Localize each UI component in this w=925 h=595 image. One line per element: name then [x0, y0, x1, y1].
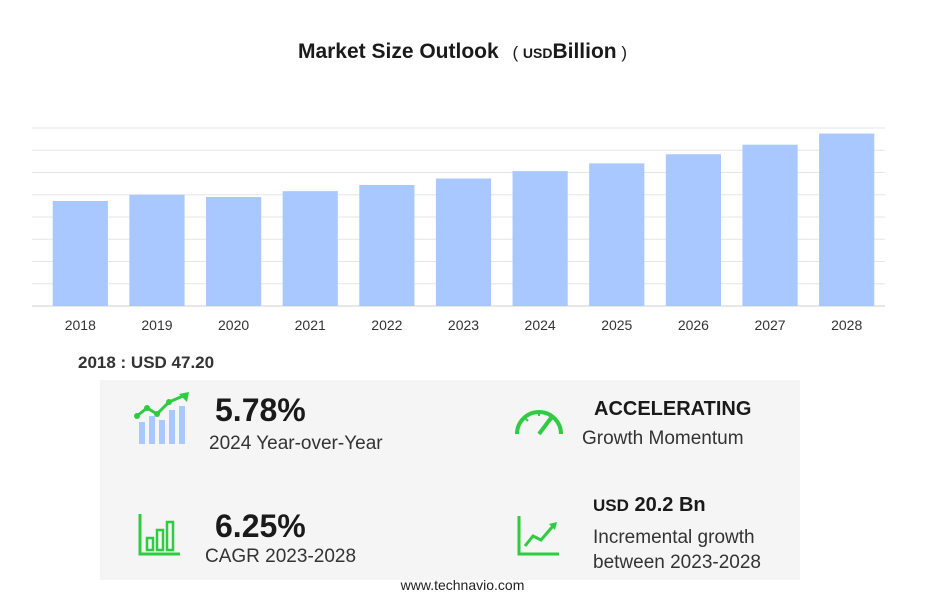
- x-tick-label: 2023: [448, 317, 479, 333]
- bar-2021: [282, 191, 338, 306]
- chart-unit-prefix: USD: [522, 45, 553, 61]
- x-tick-label: 2024: [525, 317, 556, 333]
- trend-line-icon: [517, 516, 559, 556]
- incremental-caption-1: Incremental growth: [593, 527, 755, 548]
- x-tick-label: 2027: [754, 317, 785, 333]
- incremental-amount: 20.2 Bn: [634, 494, 706, 516]
- chart-title: Market Size Outlook ( USDBillion ): [0, 40, 925, 64]
- bar-2020: [206, 196, 262, 306]
- bar-2022: [359, 184, 415, 306]
- x-tick-label: 2021: [295, 317, 326, 333]
- momentum-title: ACCELERATING: [594, 398, 752, 420]
- chart-title-text: Market Size Outlook: [297, 40, 499, 63]
- bar-2019: [129, 194, 185, 306]
- chart-bars: [52, 133, 875, 306]
- cagr-value: 6.25%: [215, 508, 306, 544]
- bar-2024: [512, 171, 568, 306]
- yoy-caption: 2024 Year-over-Year: [209, 433, 383, 454]
- incremental-value: USD 20.2 Bn: [593, 494, 706, 517]
- incremental-unit: USD: [593, 496, 629, 515]
- bar-2023: [435, 178, 492, 306]
- momentum-caption: Growth Momentum: [582, 428, 744, 449]
- bar-chart: 2018 2019 2020 2021 2022 2023 2024 2025 2026 2027…: [32, 127, 885, 333]
- speedometer-icon: [515, 410, 563, 436]
- bar-2018: [52, 200, 108, 306]
- base-year-value: 2018 : USD 47.20: [78, 353, 215, 372]
- bar-2026: [665, 154, 721, 306]
- growth-chart-icon: [134, 392, 189, 444]
- bar-2027: [742, 144, 798, 306]
- x-tick-label: 2028: [831, 317, 862, 333]
- stats-panel: [100, 380, 800, 580]
- x-tick-label: 2026: [678, 317, 709, 333]
- yoy-value: 5.78%: [215, 392, 306, 428]
- bar-2028: [819, 133, 875, 306]
- bar-chart-icon: [138, 514, 180, 556]
- bar-2025: [589, 163, 645, 306]
- x-tick-label: 2018: [65, 317, 96, 333]
- x-tick-label: 2019: [141, 317, 172, 333]
- chart-unit: ( USDBillion ): [512, 40, 628, 63]
- x-tick-label: 2022: [371, 317, 402, 333]
- chart-x-labels: 2018 2019 2020 2021 2022 2023 2024 2025 2026 2027…: [65, 317, 863, 333]
- cagr-caption: CAGR 2023-2028: [205, 546, 357, 567]
- chart-unit-main: Billion: [552, 40, 617, 63]
- x-tick-label: 2020: [218, 317, 249, 333]
- incremental-caption-2: between 2023-2028: [593, 552, 761, 573]
- x-tick-label: 2025: [601, 317, 632, 333]
- source-url: www.technavio.com: [400, 577, 525, 593]
